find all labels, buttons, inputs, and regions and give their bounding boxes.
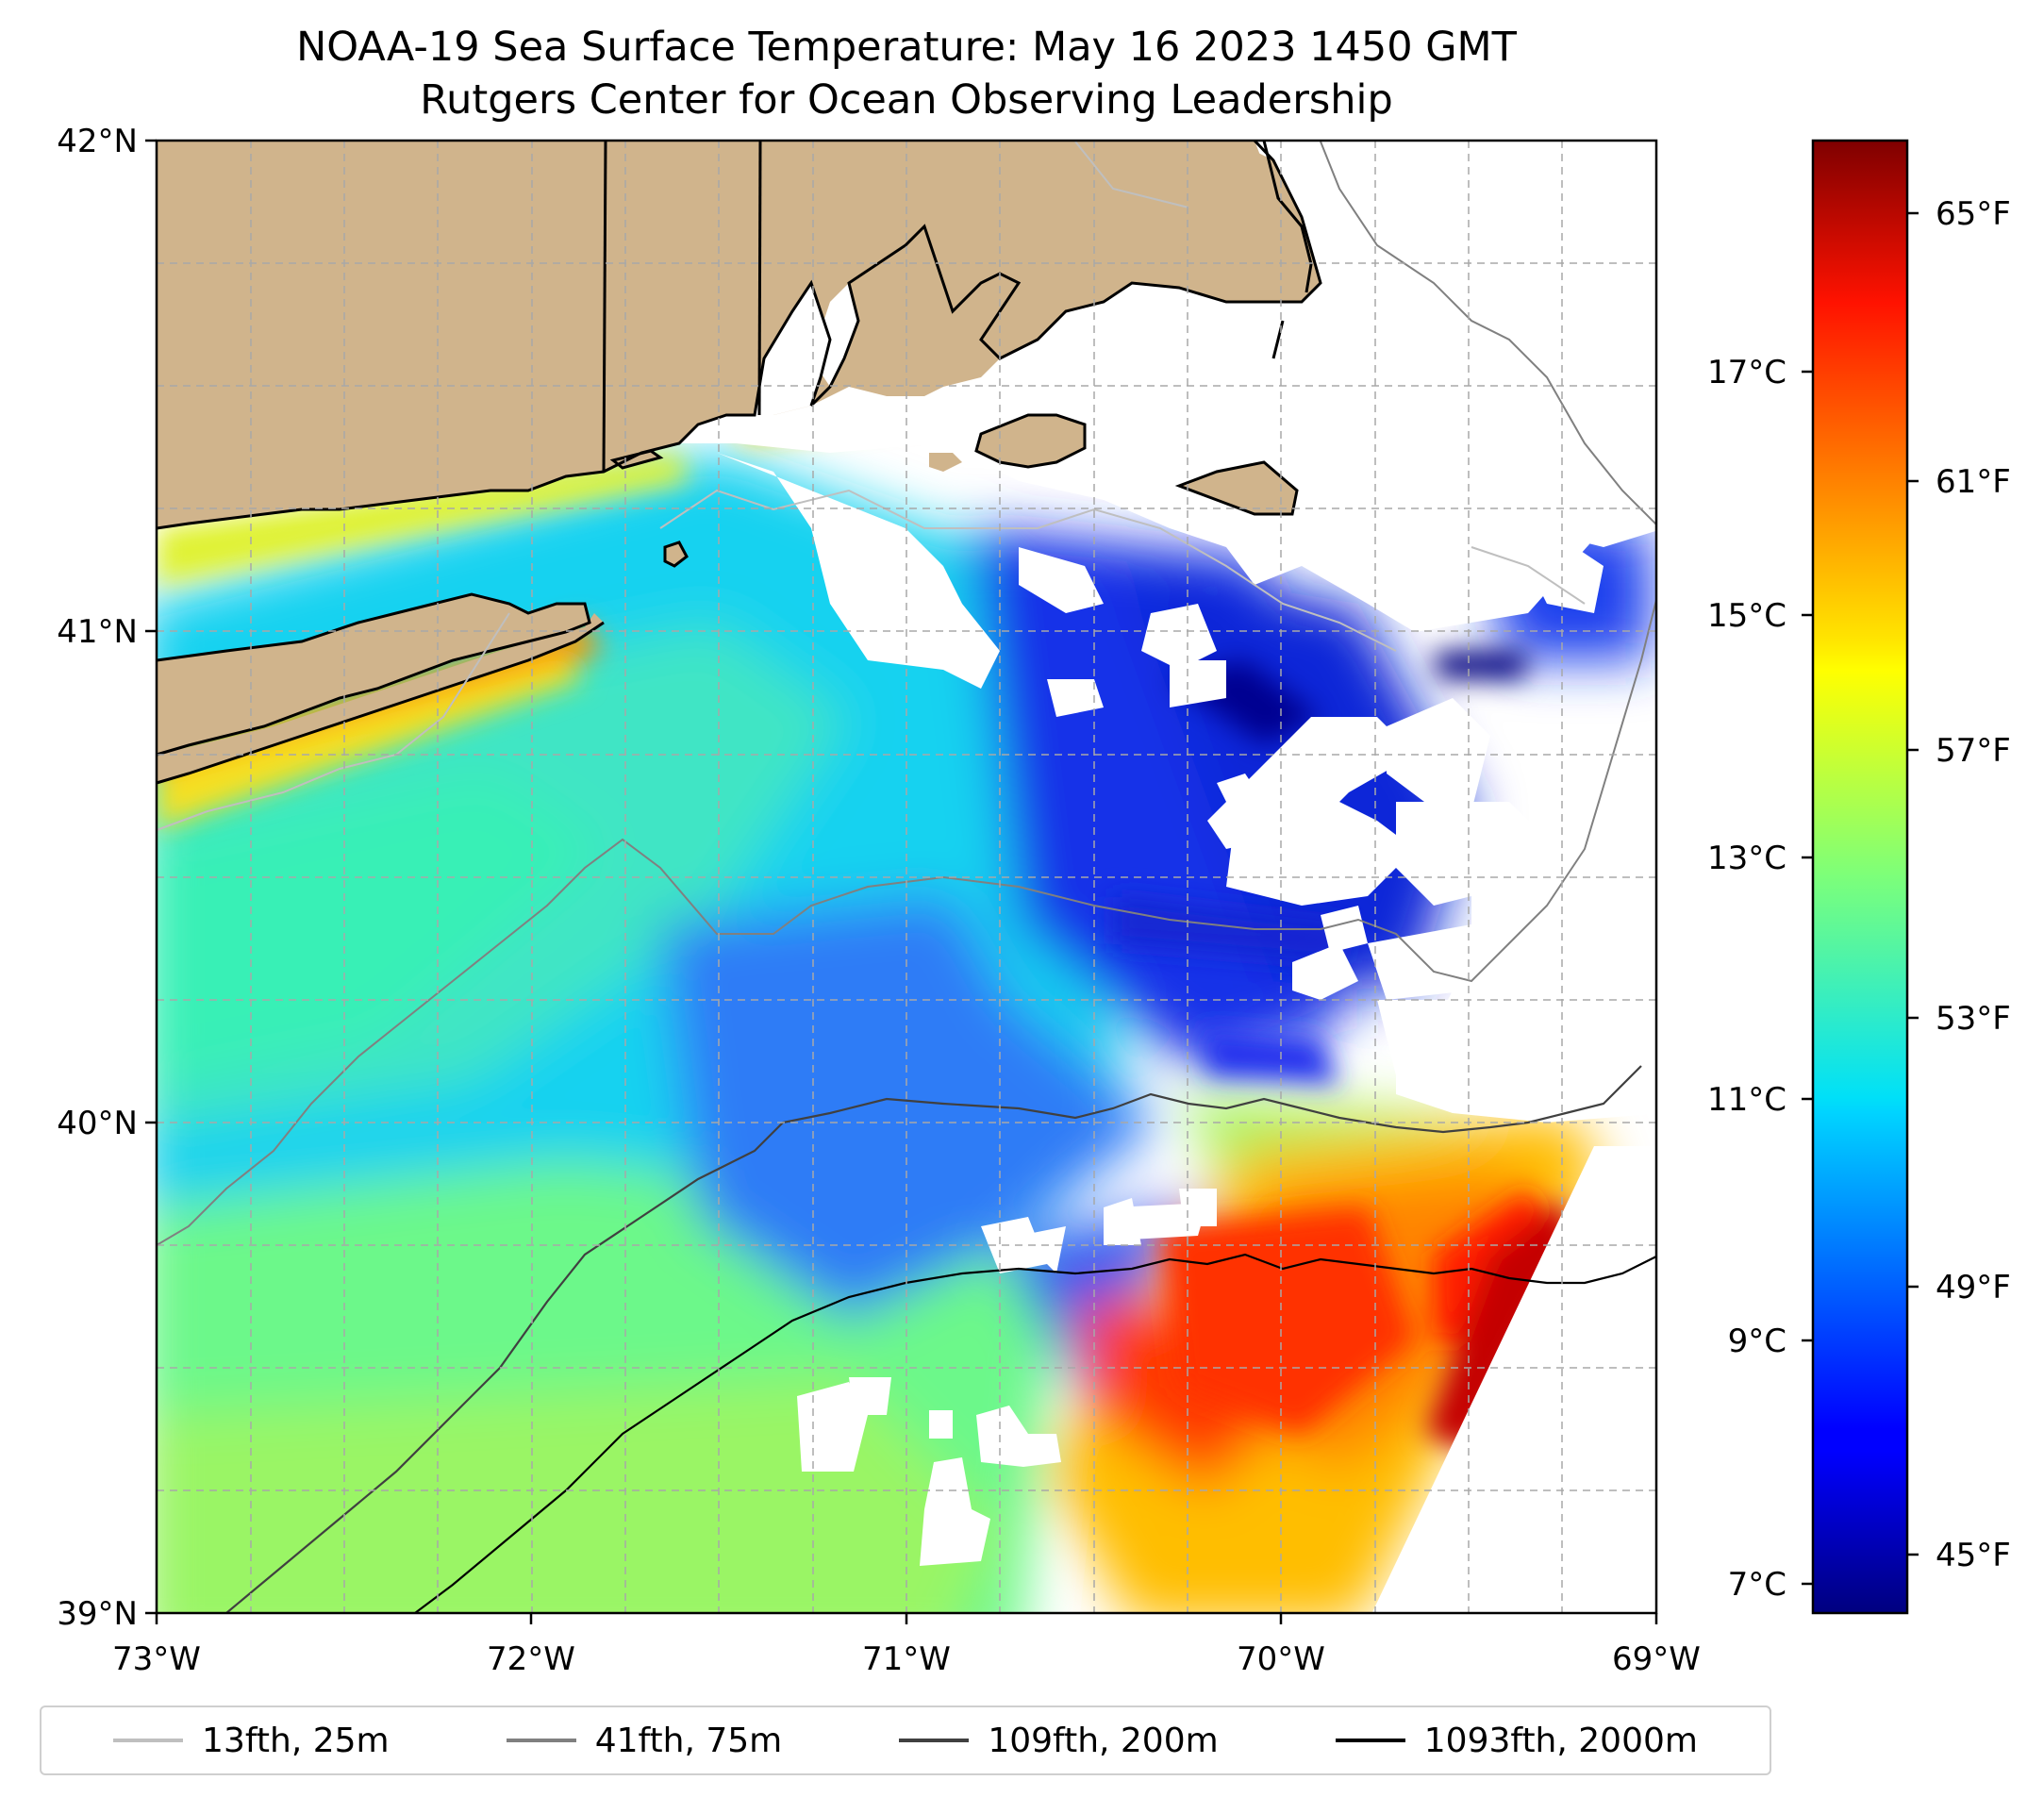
celsius-tick: 15°C — [1707, 597, 1786, 635]
x-tick-label: 70°W — [1237, 1640, 1325, 1678]
legend-label: 13fth, 25m — [202, 1721, 390, 1760]
fahrenheit-tick: 49°F — [1936, 1269, 2011, 1306]
legend-item: 13fth, 25m — [113, 1722, 390, 1760]
coastline — [157, 141, 1322, 785]
map-subtitle: Rutgers Center for Ocean Observing Leade… — [420, 76, 1393, 124]
fahrenheit-tick: 53°F — [1936, 1000, 2011, 1038]
map-title: NOAA-19 Sea Surface Temperature: May 16 … — [296, 24, 1517, 71]
celsius-tick: 13°C — [1707, 840, 1786, 877]
fahrenheit-tick: 57°F — [1936, 732, 2011, 770]
y-tick-label: 41°N — [57, 613, 138, 651]
y-tick-label: 40°N — [57, 1105, 138, 1142]
axis-ticks — [145, 139, 1658, 1624]
fahrenheit-tick: 45°F — [1936, 1537, 2011, 1574]
legend-label: 109fth, 200m — [988, 1721, 1219, 1760]
legend-item: 109fth, 200m — [899, 1721, 1219, 1760]
legend-label: 41fth, 75m — [594, 1721, 783, 1760]
legend-swatch-2000m — [1335, 1739, 1405, 1742]
colorbar-labels: 65°F 61°F 57°F 53°F 49°F 45°F 17°C 15°C … — [1707, 195, 2011, 1604]
y-tick-label: 39°N — [57, 1595, 138, 1633]
isobath-2000m — [414, 1253, 1656, 1613]
fahrenheit-tick: 65°F — [1936, 195, 2011, 233]
x-tick-label: 71°W — [862, 1640, 951, 1678]
celsius-tick: 17°C — [1707, 354, 1786, 391]
legend-swatch-75m — [506, 1739, 576, 1742]
legend-item: 41fth, 75m — [506, 1721, 783, 1760]
legend-item: 1093fth, 2000m — [1335, 1721, 1698, 1760]
y-tick-label: 42°N — [57, 123, 138, 160]
land — [157, 141, 1321, 783]
celsius-tick: 11°C — [1707, 1081, 1786, 1119]
legend-swatch-200m — [899, 1739, 970, 1742]
celsius-tick: 7°C — [1728, 1566, 1786, 1604]
celsius-tick: 9°C — [1728, 1323, 1786, 1360]
isobath-75m — [157, 141, 1656, 1246]
x-tick-label: 69°W — [1612, 1640, 1701, 1678]
x-tick-label: 72°W — [487, 1640, 575, 1678]
colorbar-ticks — [1802, 211, 1919, 1586]
x-tick-label: 73°W — [112, 1640, 201, 1678]
axis-labels: 73°W 72°W 71°W 70°W 69°W 42°N 41°N 40°N … — [57, 123, 1701, 1678]
colorbar — [1811, 139, 1909, 1615]
fahrenheit-tick: 61°F — [1936, 463, 2011, 501]
isobath-25m — [157, 141, 1586, 831]
legend-swatch-25m — [113, 1739, 184, 1742]
legend-label: 1093fth, 2000m — [1423, 1721, 1698, 1760]
isobath-legend: 13fth, 25m 41fth, 75m 109fth, 200m 1093f… — [40, 1705, 1771, 1775]
